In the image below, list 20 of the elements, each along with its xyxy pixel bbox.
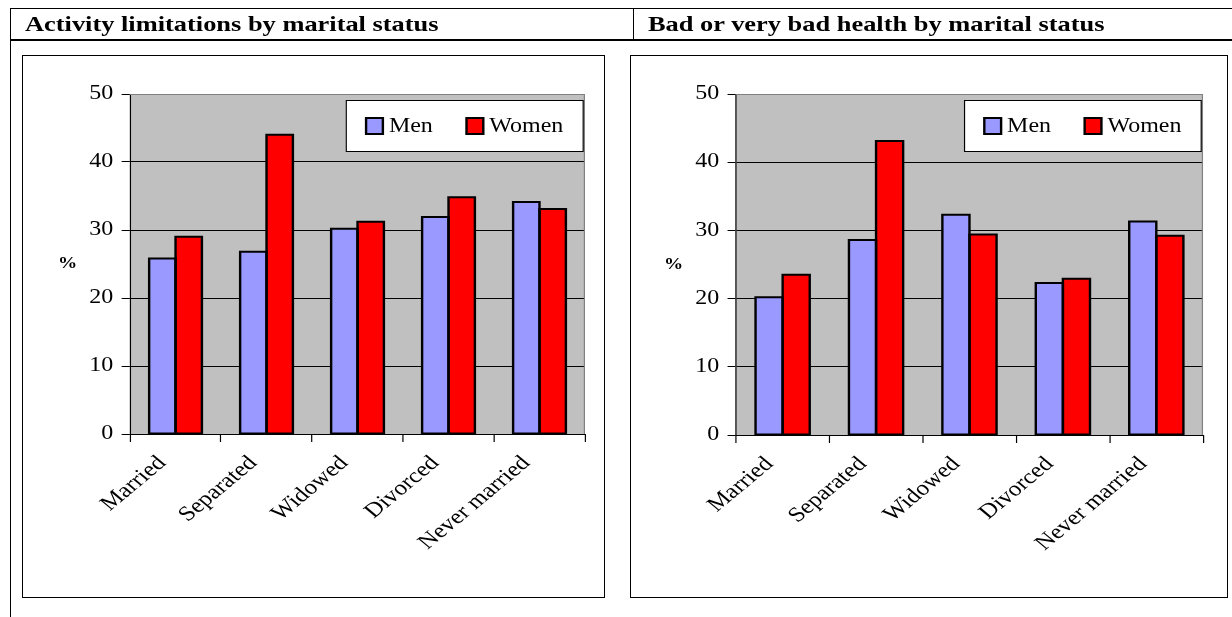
y-tick-label: 20 bbox=[89, 285, 114, 308]
y-tick-label: 50 bbox=[695, 81, 720, 104]
y-axis-title: % bbox=[663, 254, 684, 273]
y-tick-label: 40 bbox=[695, 149, 720, 172]
y-tick-label: 20 bbox=[695, 285, 720, 309]
legend-label: Men bbox=[1007, 114, 1052, 137]
y-tick-label: 0 bbox=[707, 422, 720, 445]
y-tick-label: 30 bbox=[695, 217, 720, 241]
y-tick-label: 30 bbox=[89, 217, 114, 240]
y-tick-label: 10 bbox=[695, 353, 720, 377]
y-axis-title: % bbox=[58, 253, 78, 272]
y-tick-label: 40 bbox=[89, 149, 114, 172]
chart-title: Activity limitations by marital status bbox=[25, 10, 439, 38]
legend-label: Women bbox=[1107, 114, 1182, 137]
y-tick-label: 50 bbox=[89, 81, 114, 104]
y-tick-label: 0 bbox=[101, 421, 114, 444]
y-tick-label: 10 bbox=[89, 353, 114, 376]
legend-label: Women bbox=[489, 114, 564, 137]
chart-title: Bad or very bad health by marital status bbox=[648, 10, 1105, 38]
legend-label: Men bbox=[388, 114, 433, 137]
